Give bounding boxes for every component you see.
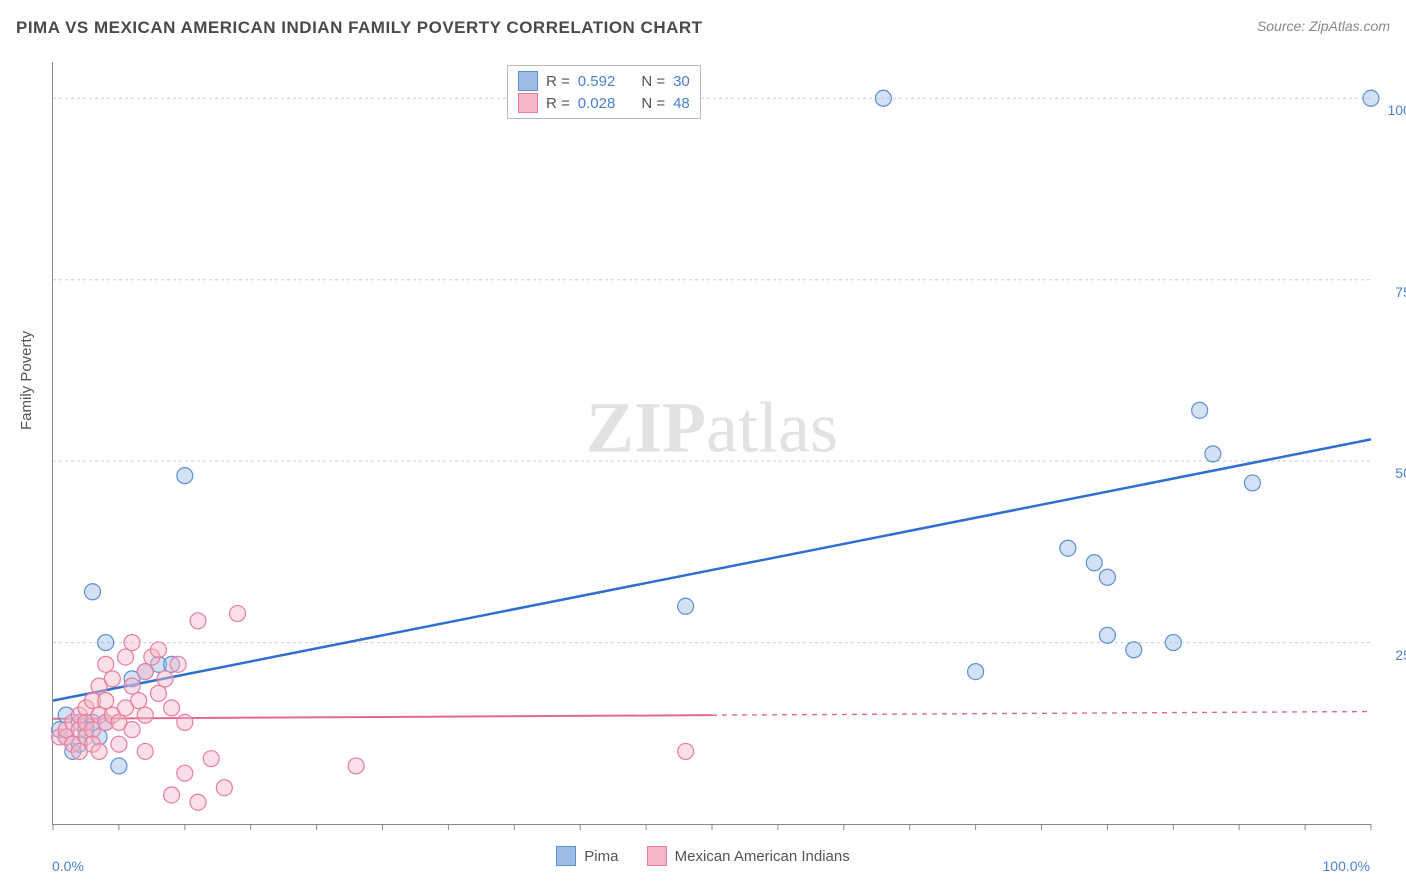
y-axis-label: Family Poverty	[18, 331, 35, 430]
mexican-r-value: 0.028	[578, 95, 616, 112]
pima-r-value: 0.592	[578, 73, 616, 90]
y-tick-label: 50.0%	[1395, 465, 1406, 481]
source-label: Source: ZipAtlas.com	[1257, 18, 1390, 34]
legend-swatch-mexican	[518, 93, 538, 113]
y-tick-label: 25.0%	[1395, 647, 1406, 663]
legend-row-mexican: R = 0.028 N = 48	[518, 92, 690, 114]
y-tick-label: 100.0%	[1388, 102, 1406, 118]
legend-swatch-pima	[518, 71, 538, 91]
legend-series: Pima Mexican American Indians	[0, 846, 1406, 870]
legend-row-pima: R = 0.592 N = 30	[518, 70, 690, 92]
scatter-svg	[53, 62, 1371, 824]
chart-title: PIMA VS MEXICAN AMERICAN INDIAN FAMILY P…	[16, 18, 703, 37]
legend-swatch-mexican-bottom	[647, 846, 667, 866]
legend-item-pima: Pima	[556, 846, 618, 866]
chart-plot-area: ZIPatlas R = 0.592 N = 30 R = 0.028 N = …	[52, 62, 1371, 825]
legend-swatch-pima-bottom	[556, 846, 576, 866]
pima-n-value: 30	[673, 73, 690, 90]
legend-item-mexican: Mexican American Indians	[647, 846, 850, 866]
mexican-n-value: 48	[673, 95, 690, 112]
y-tick-label: 75.0%	[1395, 284, 1406, 300]
legend-correlation: R = 0.592 N = 30 R = 0.028 N = 48	[507, 65, 701, 119]
